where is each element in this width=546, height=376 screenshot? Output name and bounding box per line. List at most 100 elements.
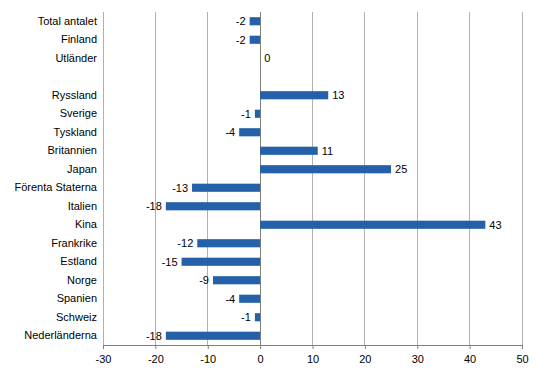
y-tick-label: Kina — [75, 218, 98, 230]
data-label: -18 — [146, 200, 162, 212]
x-tick-label: 50 — [516, 353, 528, 365]
data-label: -12 — [177, 237, 193, 249]
y-tick: Ryssland — [52, 89, 103, 101]
bar — [260, 91, 328, 99]
bar — [182, 258, 261, 266]
data-label: 13 — [332, 89, 344, 101]
y-tick: Estland — [60, 255, 103, 267]
bar — [192, 184, 260, 192]
y-tick: Utländer — [55, 52, 103, 64]
y-tick: Total antalet — [38, 15, 103, 27]
grid-line — [103, 12, 104, 345]
y-tick-label: Britannien — [47, 144, 97, 156]
grid-line — [469, 12, 470, 345]
data-label: -15 — [162, 256, 178, 268]
x-tick-label: 0 — [258, 353, 264, 365]
y-tick: Finland — [61, 33, 103, 45]
x-tick-mark — [522, 345, 523, 349]
y-tick-label: Tyskland — [54, 126, 97, 138]
x-tick-label: 30 — [412, 353, 424, 365]
y-tick-label: Spanien — [57, 292, 97, 304]
data-label: -4 — [225, 126, 235, 138]
x-tick-mark — [470, 345, 471, 349]
x-tick: -10 — [200, 345, 216, 365]
y-tick-label: Japan — [67, 163, 97, 175]
y-tick: Italien — [68, 200, 103, 212]
x-tick-mark — [365, 345, 366, 349]
grid — [103, 12, 522, 345]
data-label: -18 — [146, 330, 162, 342]
bar — [166, 202, 260, 210]
y-tick-label: Frankrike — [51, 237, 97, 249]
x-axis-line — [104, 346, 523, 350]
x-tick: 20 — [359, 345, 371, 365]
x-tick-label: -30 — [96, 353, 112, 365]
y-tick: Förenta Staterna — [14, 181, 103, 193]
bar — [255, 110, 260, 118]
bar — [255, 313, 260, 321]
y-tick-label: Total antalet — [38, 15, 97, 27]
y-tick: Kina — [75, 218, 103, 230]
x-tick: 40 — [464, 345, 476, 365]
x-tick-label: -20 — [148, 353, 164, 365]
x-tick: 0 — [258, 345, 264, 365]
bars — [166, 17, 485, 340]
x-tick: 50 — [516, 345, 528, 365]
bar — [260, 147, 318, 155]
x-tick-mark — [208, 345, 209, 349]
x-tick-mark — [260, 345, 261, 349]
data-label: 11 — [322, 145, 333, 157]
y-tick: Schweiz — [56, 311, 103, 323]
bar — [239, 128, 260, 136]
y-tick-label: Finland — [61, 33, 97, 45]
x-tick: 30 — [412, 345, 424, 365]
grid-line — [522, 12, 523, 345]
y-tick-label: Norge — [67, 274, 97, 286]
y-tick-label: Italien — [68, 200, 97, 212]
y-tick-label: Utländer — [55, 52, 97, 64]
y-tick-label: Nederländerna — [24, 329, 98, 341]
y-tick-label: Förenta Staterna — [14, 181, 97, 193]
y-tick: Sverige — [60, 107, 103, 119]
grid-line — [364, 12, 365, 345]
data-labels: -2-2013-1-41125-13-1843-12-15-9-4-1-18 — [146, 15, 502, 342]
bar — [260, 54, 261, 62]
y-tick-label: Ryssland — [52, 89, 97, 101]
grid-line — [207, 12, 208, 345]
x-tick-label: 40 — [464, 353, 476, 365]
grid-line — [417, 12, 418, 345]
y-tick-label: Schweiz — [56, 311, 97, 323]
y-tick: Nederländerna — [24, 329, 103, 341]
x-axis: -30-20-1001020304050 — [96, 345, 529, 365]
plot: -30-20-1001020304050Total antaletFinland… — [14, 12, 528, 365]
x-tick-mark — [417, 345, 418, 349]
data-label: 43 — [489, 219, 501, 231]
x-tick: -30 — [96, 345, 112, 365]
data-label: -4 — [225, 293, 235, 305]
x-tick-label: 20 — [359, 353, 371, 365]
grid-line — [155, 12, 156, 345]
bar — [250, 36, 260, 44]
y-tick: Spanien — [57, 292, 103, 304]
grid-line — [312, 12, 313, 345]
data-label: 25 — [395, 163, 407, 175]
x-tick-label: -10 — [200, 353, 216, 365]
bar — [260, 221, 485, 229]
chart: -30-20-1001020304050Total antaletFinland… — [0, 0, 546, 376]
bar — [250, 17, 260, 25]
bar — [239, 295, 260, 303]
bar — [166, 332, 260, 340]
data-label: -9 — [199, 274, 209, 286]
bar — [260, 165, 391, 173]
x-tick-mark — [155, 345, 156, 349]
bar — [213, 276, 260, 284]
bar — [197, 239, 260, 247]
data-label: 0 — [264, 52, 270, 64]
data-label: -2 — [236, 15, 246, 27]
y-tick: Japan — [67, 163, 103, 175]
x-tick-mark — [103, 345, 104, 349]
y-tick: Frankrike — [51, 237, 103, 249]
data-label: -1 — [241, 311, 251, 323]
y-tick: Tyskland — [54, 126, 103, 138]
y-tick-label: Sverige — [60, 107, 97, 119]
